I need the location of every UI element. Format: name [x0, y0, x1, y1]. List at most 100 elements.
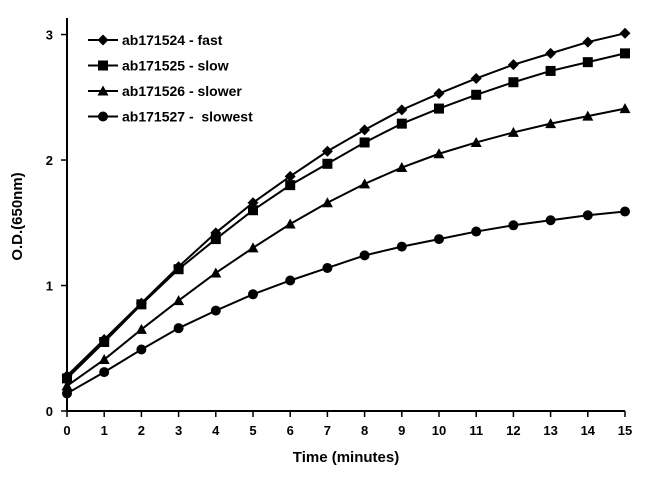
- x-tick-label: 2: [138, 423, 145, 438]
- legend-marker-square: [98, 60, 108, 71]
- series-circle: [62, 206, 630, 399]
- data-point-triangle: [321, 197, 333, 208]
- data-point-circle: [620, 206, 630, 217]
- data-point-circle: [396, 241, 407, 252]
- data-point-circle: [173, 323, 184, 334]
- x-tick-label: 4: [212, 423, 220, 438]
- y-tick-label: 0: [46, 404, 53, 419]
- data-point-circle: [62, 388, 72, 399]
- data-point-triangle: [619, 103, 631, 114]
- data-point-square: [545, 65, 556, 76]
- data-point-triangle: [61, 380, 73, 391]
- data-point-triangle: [582, 110, 594, 121]
- data-point-circle: [508, 220, 519, 231]
- legend-marker-diamond: [97, 34, 109, 46]
- y-tick-label: 1: [46, 279, 53, 294]
- data-point-triangle: [173, 295, 185, 306]
- x-tick-label: 3: [175, 423, 182, 438]
- data-point-square: [620, 48, 630, 59]
- y-tick-label: 3: [46, 28, 53, 43]
- data-point-triangle: [98, 354, 110, 365]
- data-point-diamond: [321, 145, 333, 157]
- data-point-diamond: [507, 59, 519, 71]
- x-tick-label: 5: [249, 423, 256, 438]
- legend-marker-circle: [98, 111, 108, 122]
- data-point-circle: [359, 250, 370, 261]
- series-line: [66, 210, 626, 395]
- y-tick-label: 2: [46, 153, 53, 168]
- x-tick-label: 15: [618, 423, 632, 438]
- data-point-diamond: [284, 170, 296, 182]
- series-line: [66, 107, 626, 387]
- legend-entry: ab171524 - fast: [88, 32, 223, 48]
- series-layer: [61, 27, 631, 399]
- legend-label: ab171525 - slow: [122, 58, 229, 74]
- series-square: [62, 48, 630, 384]
- data-point-circle: [582, 210, 593, 221]
- data-point-circle: [136, 344, 147, 355]
- data-point-square: [582, 57, 593, 68]
- data-point-square: [322, 158, 333, 169]
- data-point-circle: [210, 305, 221, 316]
- legend: ab171524 - fast ab171525 - slow ab171526 -…: [88, 32, 253, 125]
- x-tick-label: 10: [432, 423, 446, 438]
- x-axis-title: Time (minutes): [293, 449, 399, 466]
- x-tick-label: 0: [63, 423, 70, 438]
- data-point-square: [136, 299, 147, 310]
- data-point-square: [508, 77, 519, 88]
- legend-label: ab171526 - slower: [122, 83, 242, 99]
- legend-entry: ab171526 - slower: [88, 83, 242, 99]
- data-point-triangle: [396, 162, 408, 173]
- data-point-triangle: [359, 178, 371, 189]
- data-point-square: [471, 89, 482, 100]
- data-point-diamond: [359, 124, 371, 136]
- data-point-triangle: [507, 126, 519, 137]
- data-point-triangle: [470, 136, 482, 147]
- data-point-circle: [248, 289, 258, 300]
- series-diamond: [61, 27, 631, 382]
- data-point-diamond: [619, 27, 631, 39]
- x-tick-label: 12: [506, 423, 520, 438]
- x-tick-label: 8: [361, 423, 368, 438]
- data-point-diamond: [396, 104, 408, 116]
- data-point-diamond: [582, 36, 594, 48]
- y-axis-title: O.D.(650nm): [9, 172, 26, 260]
- data-point-circle: [434, 234, 444, 245]
- series-line: [66, 32, 626, 377]
- data-point-circle: [545, 215, 556, 226]
- legend-label: ab171524 - fast: [122, 32, 223, 48]
- data-point-diamond: [545, 47, 557, 59]
- legend-entry: ab171527 - slowest: [88, 109, 253, 125]
- data-point-square: [434, 103, 444, 114]
- series-line: [66, 52, 626, 380]
- data-point-diamond: [433, 88, 445, 100]
- data-point-circle: [322, 262, 333, 273]
- data-point-circle: [285, 275, 296, 286]
- data-point-square: [248, 205, 258, 216]
- data-point-square: [99, 336, 110, 347]
- x-tick-label: 6: [287, 423, 294, 438]
- x-tick-label: 9: [398, 423, 405, 438]
- data-point-triangle: [135, 323, 147, 334]
- data-point-square: [173, 264, 184, 275]
- data-point-triangle: [545, 118, 557, 129]
- data-point-square: [396, 118, 407, 129]
- x-tick-label: 13: [543, 423, 557, 438]
- data-point-square: [359, 137, 370, 148]
- data-point-diamond: [470, 72, 482, 84]
- data-point-circle: [471, 226, 482, 237]
- data-point-square: [62, 373, 72, 384]
- data-point-triangle: [284, 218, 296, 229]
- data-point-square: [210, 234, 221, 245]
- data-point-triangle: [247, 242, 259, 253]
- legend-entry: ab171525 - slow: [88, 58, 229, 74]
- x-tick-label: 7: [324, 423, 331, 438]
- legend-label: ab171527 - slowest: [122, 109, 253, 125]
- x-tick-label: 14: [581, 423, 596, 438]
- data-point-triangle: [210, 267, 222, 278]
- legend-marker-triangle: [97, 85, 109, 96]
- x-tick-label: 1: [101, 423, 108, 438]
- series-triangle: [61, 103, 631, 391]
